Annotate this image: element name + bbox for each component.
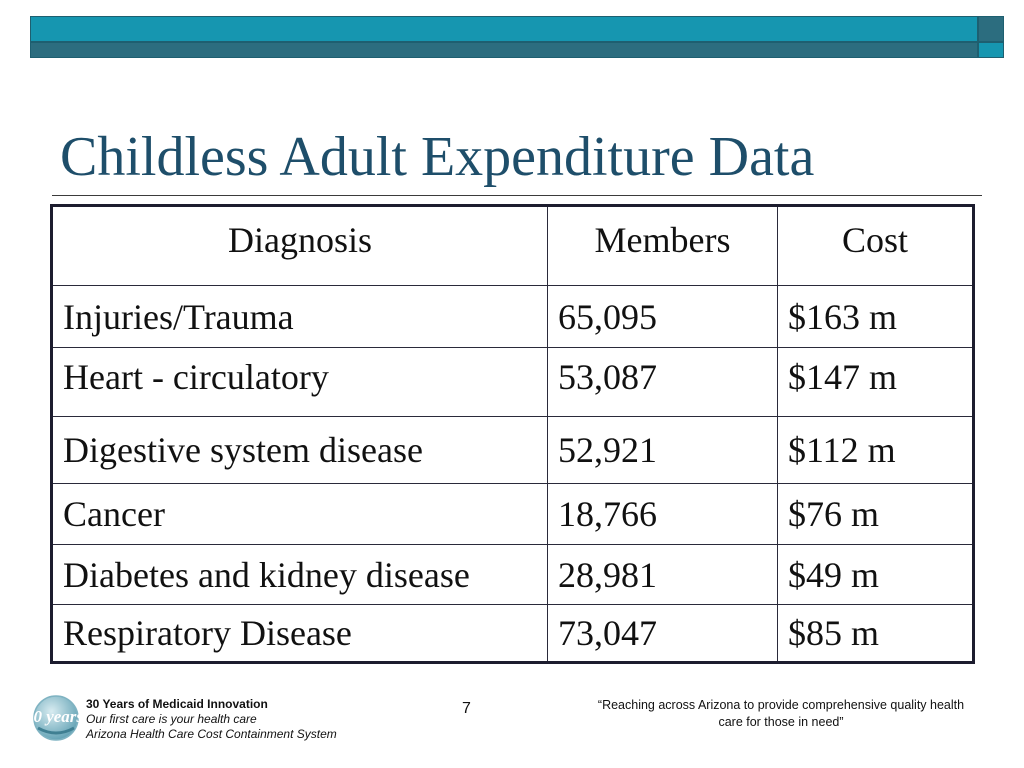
footer-organization-info: 30 Years of Medicaid Innovation Our firs… — [86, 697, 337, 742]
table-header-row: Diagnosis Members Cost — [51, 205, 974, 286]
members-cell: 65,095 — [547, 285, 778, 348]
diagnosis-cell: Diabetes and kidney disease — [51, 544, 548, 605]
diagnosis-cell: Cancer — [51, 483, 548, 545]
footer-quote: “Reaching across Arizona to provide comp… — [597, 698, 965, 729]
table-row: Injuries/Trauma 65,095 $163 m — [51, 285, 974, 348]
cost-cell: $112 m — [777, 416, 974, 484]
table-row: Respiratory Disease 73,047 $85 m — [51, 604, 974, 663]
header-decoration-bar — [30, 16, 1004, 58]
cost-cell: $147 m — [777, 347, 974, 417]
table-row: Diabetes and kidney disease 28,981 $49 m — [51, 544, 974, 605]
svg-text:30 years: 30 years — [32, 707, 80, 726]
header-members: Members — [547, 205, 778, 286]
members-cell: 53,087 — [547, 347, 778, 417]
table-row: Heart - circulatory 53,087 $147 m — [51, 347, 974, 417]
header-diagnosis: Diagnosis — [51, 205, 548, 286]
diagnosis-cell: Injuries/Trauma — [51, 285, 548, 348]
footer-line-motto: Our first care is your health care — [86, 712, 257, 726]
table-row: Digestive system disease 52,921 $112 m — [51, 416, 974, 484]
header-band-top — [30, 16, 978, 42]
slide-title: Childless Adult Expenditure Data — [60, 126, 815, 188]
cost-cell: $163 m — [777, 285, 974, 348]
members-cell: 28,981 — [547, 544, 778, 605]
header-square-bottom — [978, 42, 1004, 58]
members-cell: 18,766 — [547, 483, 778, 545]
page-number: 7 — [462, 700, 471, 717]
cost-cell: $85 m — [777, 604, 974, 663]
header-cost: Cost — [777, 205, 974, 286]
diagnosis-cell: Respiratory Disease — [51, 604, 548, 663]
table-row: Cancer 18,766 $76 m — [51, 483, 974, 545]
cost-cell: $76 m — [777, 483, 974, 545]
expenditure-table: Diagnosis Members Cost Injuries/Trauma 6… — [50, 204, 975, 664]
title-divider — [52, 195, 982, 196]
members-cell: 73,047 — [547, 604, 778, 663]
ahcccs-30-years-logo: 30 years — [32, 695, 80, 741]
members-cell: 52,921 — [547, 416, 778, 484]
footer-line-organization: Arizona Health Care Cost Containment Sys… — [86, 727, 337, 741]
header-square-top — [978, 16, 1004, 42]
footer-line-anniversary: 30 Years of Medicaid Innovation — [86, 697, 268, 711]
header-band-bottom — [30, 42, 978, 58]
cost-cell: $49 m — [777, 544, 974, 605]
diagnosis-cell: Digestive system disease — [51, 416, 548, 484]
diagnosis-cell: Heart - circulatory — [51, 347, 548, 417]
